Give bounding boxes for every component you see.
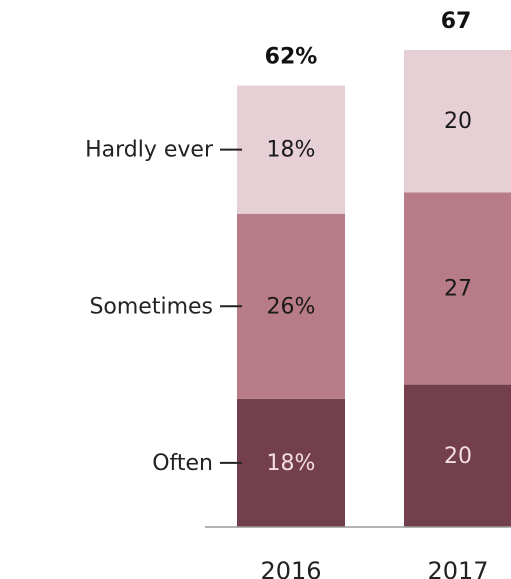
segment-labels-group: 18% 26% 18% 20 27 20 [267, 109, 472, 476]
bar-2017-often [404, 384, 511, 527]
data-label-2017-sometimes: 27 [444, 276, 472, 301]
category-label-2017: 2017 [427, 557, 488, 579]
data-label-2016-sometimes: 26% [267, 294, 316, 319]
category-label-2016: 2016 [260, 557, 321, 579]
legend-group: Often Sometimes Hardly ever [85, 138, 242, 476]
bar-2016-sometimes [237, 213, 345, 399]
bar-2016-hardly-ever [237, 85, 345, 214]
total-label-2016: 62% [265, 45, 318, 70]
bar-2017-hardly-ever [404, 49, 511, 193]
bar-2016-often [237, 398, 345, 527]
data-label-2016-hardly-ever: 18% [267, 138, 316, 163]
total-labels-group: 62% 67 [265, 9, 472, 70]
legend-label-often: Often [152, 451, 213, 476]
data-label-2017-often: 20 [444, 444, 472, 469]
total-label-2017: 67 [441, 9, 472, 34]
legend-label-sometimes: Sometimes [89, 294, 213, 319]
data-label-2016-often: 18% [267, 451, 316, 476]
bar-2017-sometimes [404, 192, 511, 385]
bars-group [237, 49, 511, 527]
legend-label-hardly-ever: Hardly ever [85, 138, 214, 163]
category-labels-group: 2016 2017 [260, 557, 488, 579]
data-label-2017-hardly-ever: 20 [444, 109, 472, 134]
